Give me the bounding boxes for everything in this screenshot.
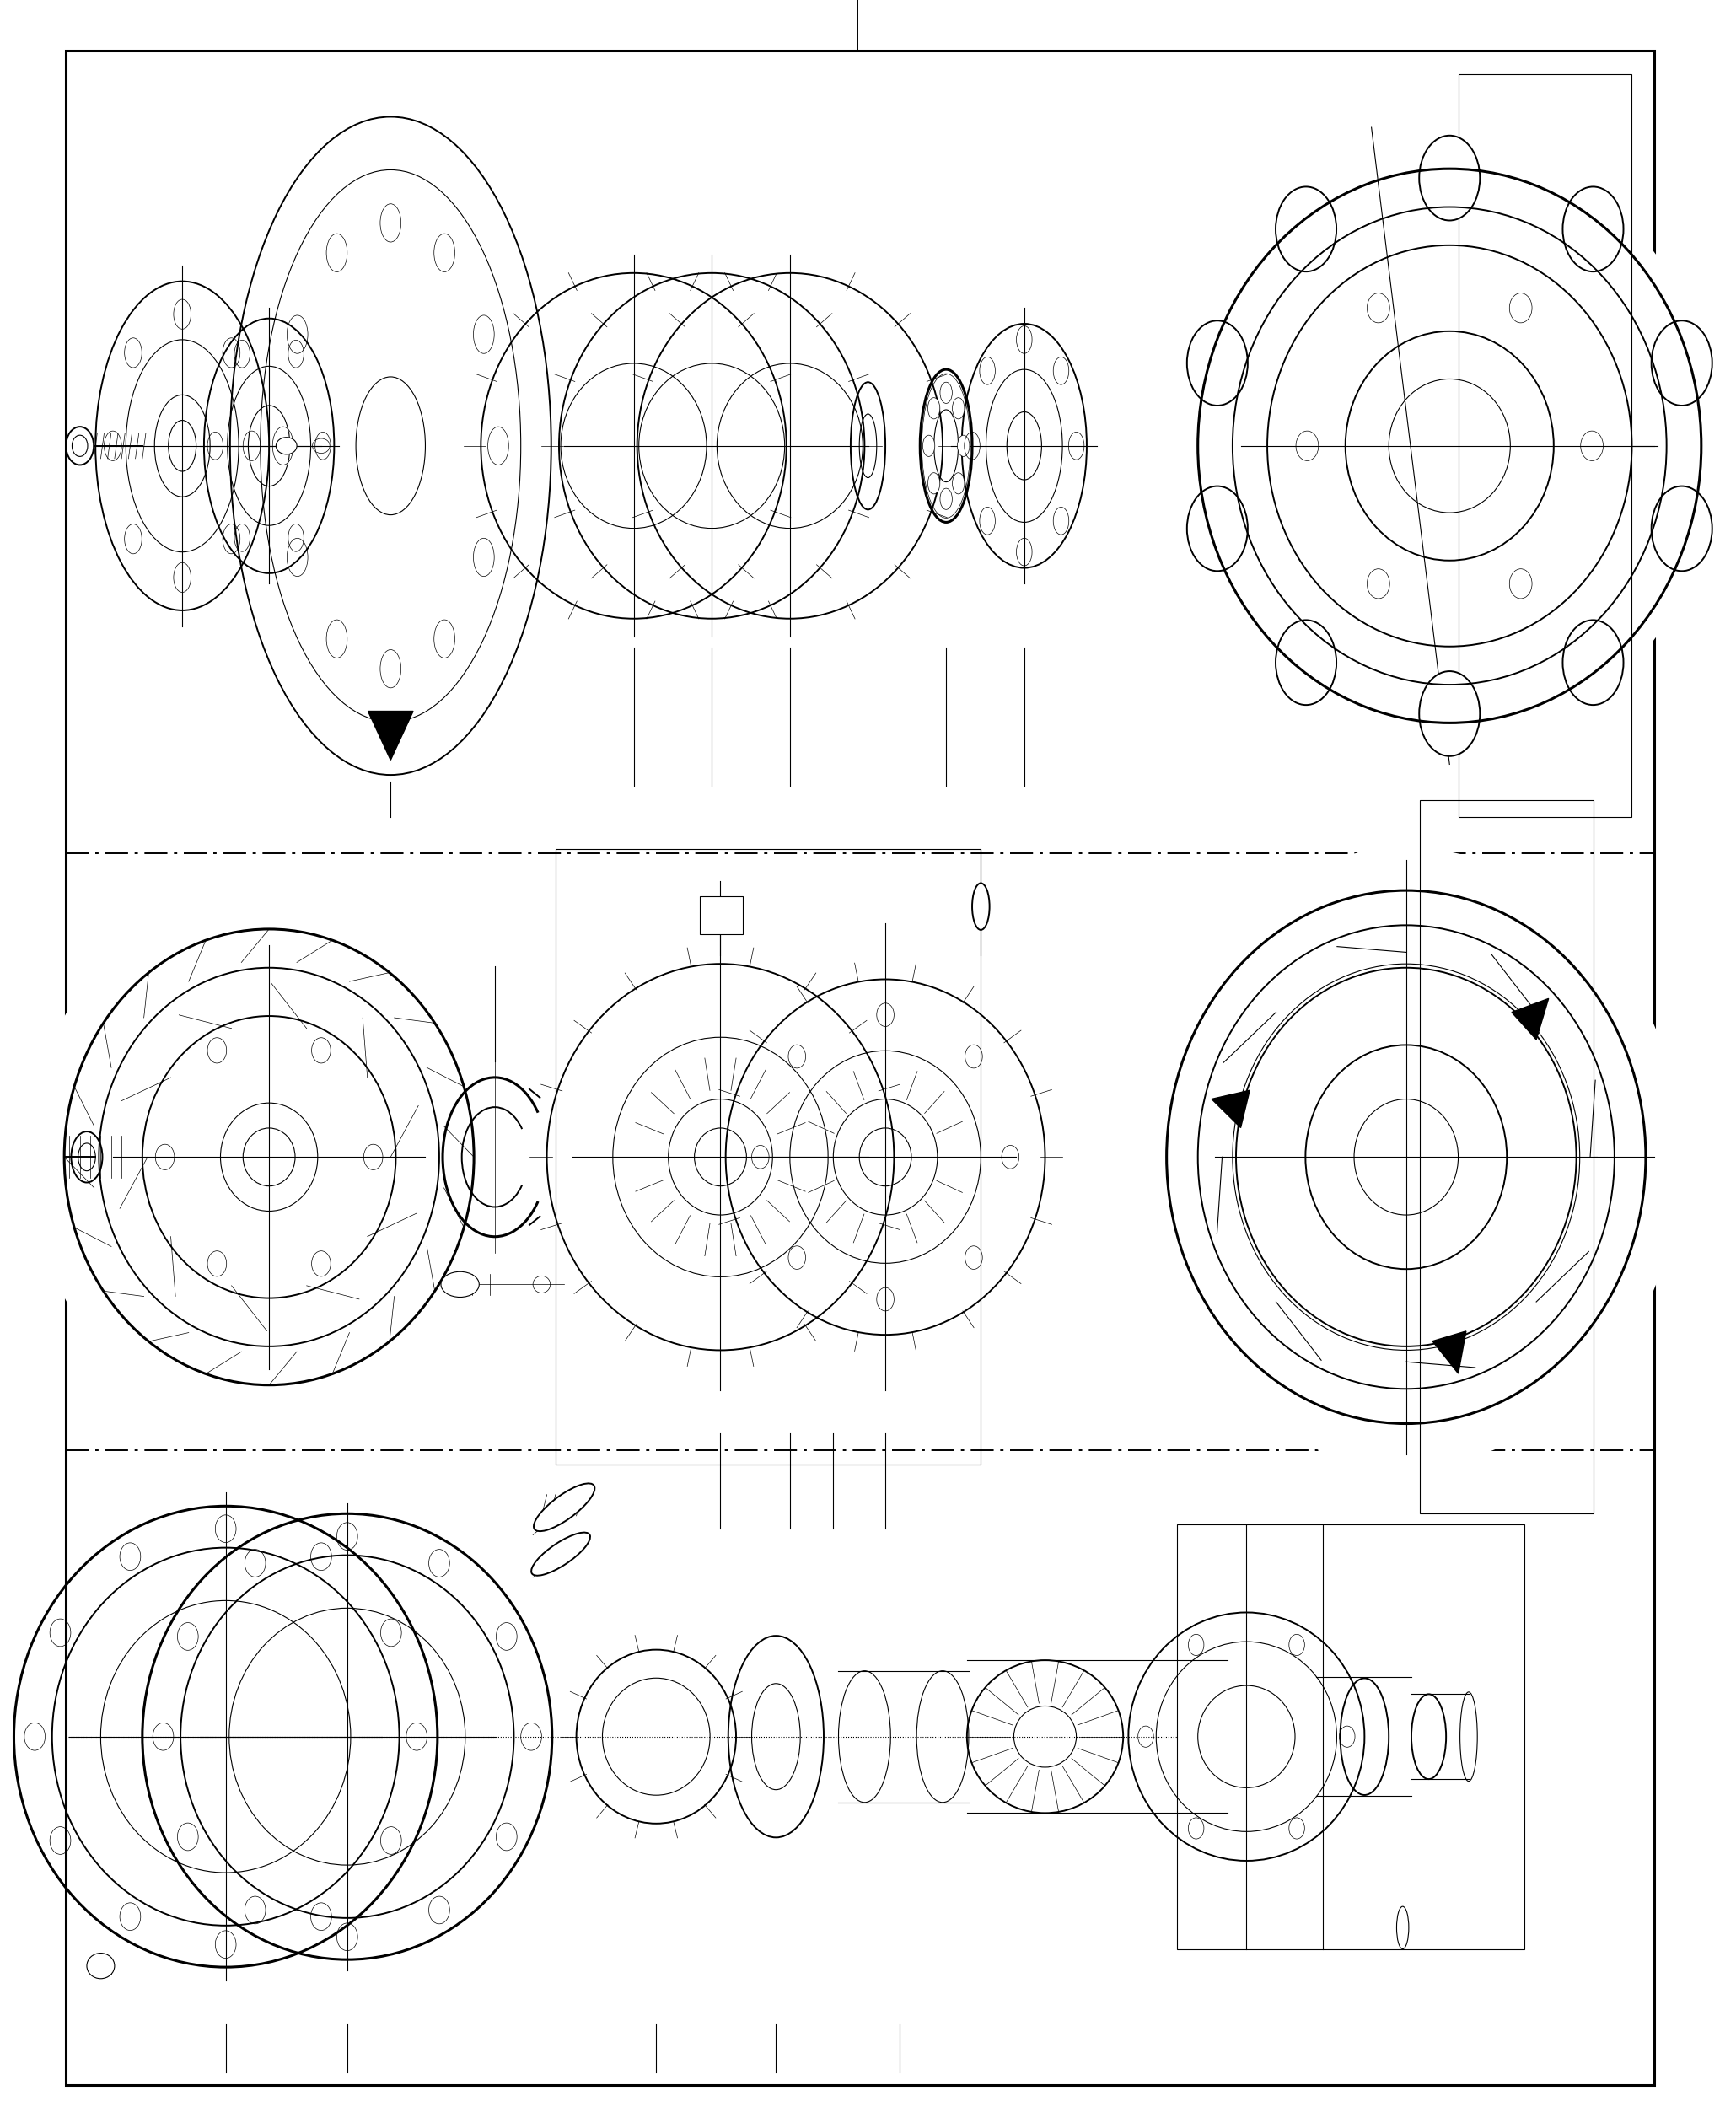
Ellipse shape: [927, 397, 939, 418]
Polygon shape: [1512, 998, 1549, 1040]
Ellipse shape: [924, 435, 934, 456]
Ellipse shape: [1396, 1906, 1408, 1949]
Polygon shape: [368, 711, 413, 760]
Ellipse shape: [1187, 321, 1248, 405]
Bar: [1177, 1524, 1524, 1949]
Ellipse shape: [953, 473, 965, 495]
Ellipse shape: [533, 1484, 595, 1531]
Polygon shape: [1212, 1091, 1250, 1127]
Ellipse shape: [276, 437, 297, 454]
Ellipse shape: [1651, 486, 1712, 571]
Ellipse shape: [927, 473, 939, 495]
Ellipse shape: [66, 427, 94, 465]
Ellipse shape: [1418, 136, 1479, 221]
Bar: [1420, 800, 1594, 1514]
Polygon shape: [1432, 1331, 1467, 1374]
Ellipse shape: [30, 887, 509, 1427]
Ellipse shape: [953, 397, 965, 418]
Ellipse shape: [531, 1533, 590, 1575]
Ellipse shape: [1562, 187, 1623, 272]
Ellipse shape: [1418, 671, 1479, 756]
Ellipse shape: [972, 883, 990, 930]
Bar: [556, 849, 981, 1465]
Ellipse shape: [941, 488, 951, 510]
Ellipse shape: [87, 1953, 115, 1979]
Ellipse shape: [958, 435, 969, 456]
Ellipse shape: [941, 382, 951, 403]
Bar: [1458, 74, 1632, 817]
Ellipse shape: [1562, 620, 1623, 705]
Ellipse shape: [441, 1272, 479, 1297]
Ellipse shape: [1276, 187, 1337, 272]
Ellipse shape: [1651, 321, 1712, 405]
Ellipse shape: [1276, 620, 1337, 705]
Ellipse shape: [1132, 847, 1680, 1467]
Ellipse shape: [1180, 149, 1719, 745]
Bar: [700, 896, 743, 934]
Ellipse shape: [1187, 486, 1248, 571]
